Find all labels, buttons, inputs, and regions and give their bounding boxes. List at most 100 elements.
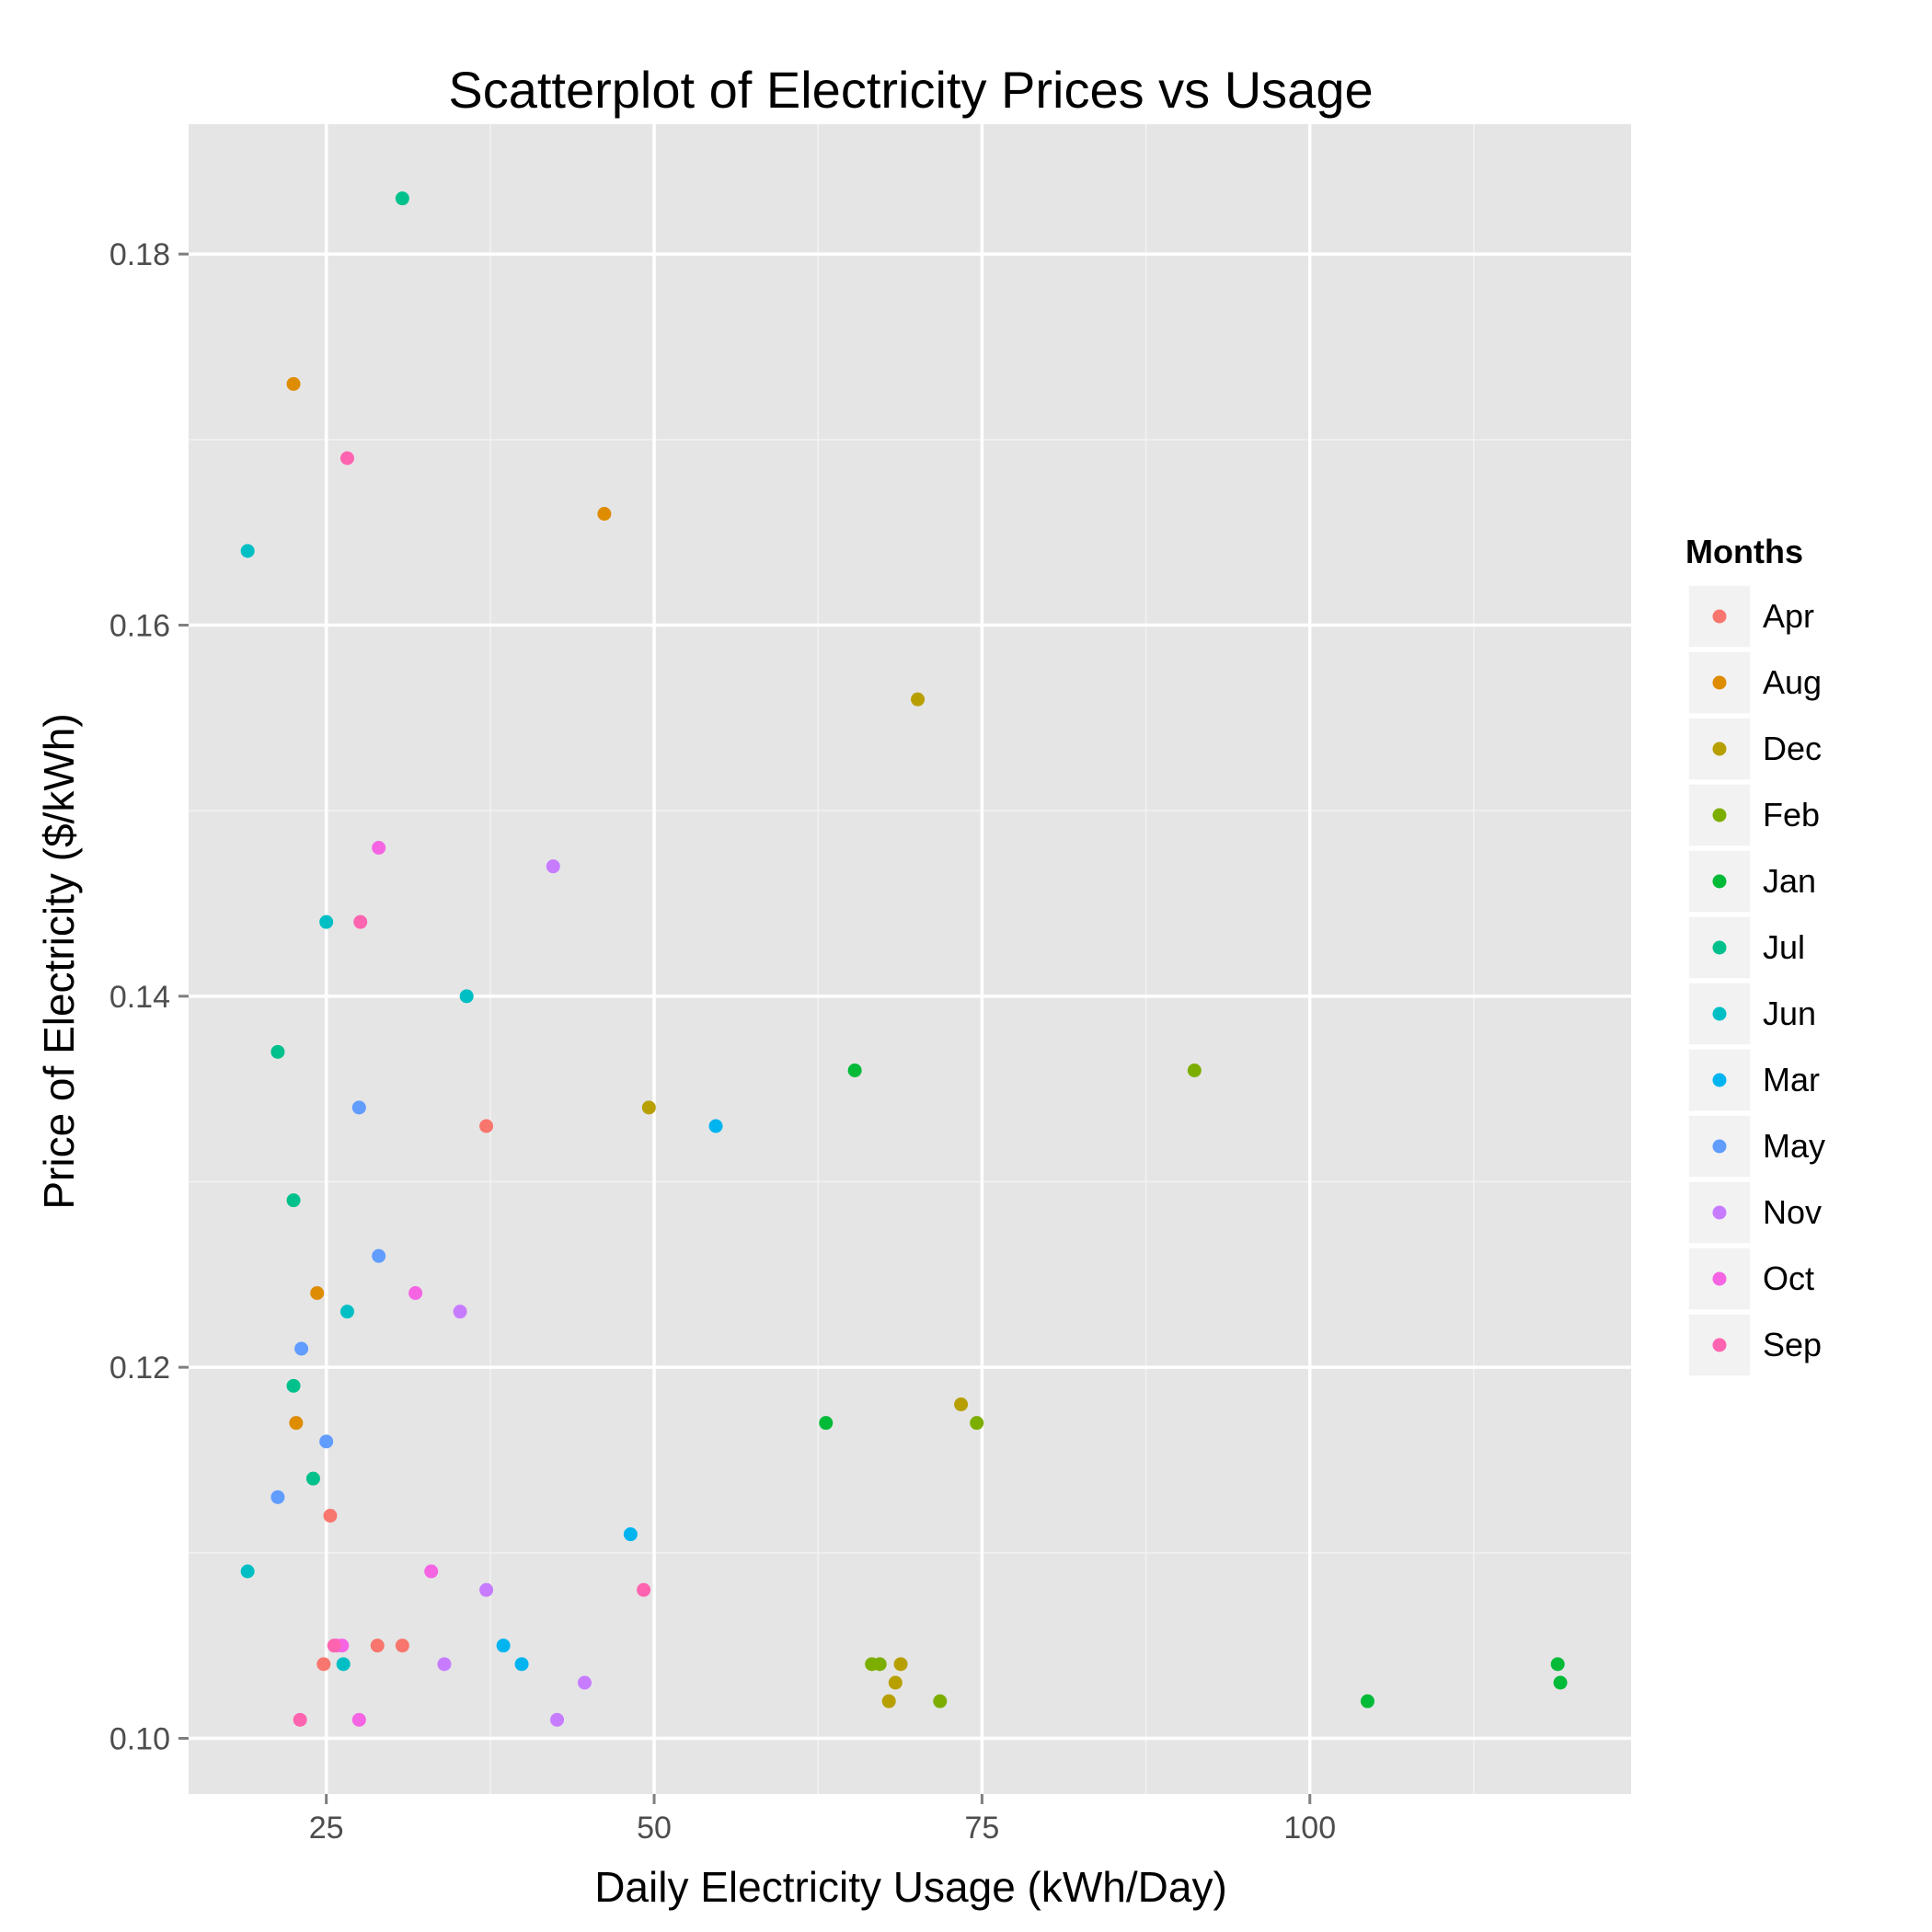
legend-item-jan: Jan [1687, 849, 1816, 914]
data-point [496, 1639, 511, 1653]
chart-title: Scatterplot of Electricity Prices vs Usa… [448, 61, 1373, 119]
legend-label: Feb [1763, 796, 1820, 834]
panel-background [189, 124, 1631, 1794]
legend: Months Apr Aug Dec Feb Jan Jul Jun Mar May Nov Oct S… [1685, 533, 1825, 1377]
data-point [353, 914, 368, 929]
data-point [453, 1305, 467, 1319]
legend-label: Sep [1763, 1326, 1822, 1363]
data-point [310, 1286, 325, 1300]
data-point [293, 1712, 307, 1727]
legend-label: Aug [1763, 663, 1822, 701]
x-axis-label: Daily Electricity Usage (kWh/Day) [594, 1863, 1227, 1911]
series-feb [865, 1064, 1202, 1708]
plot-panel [189, 124, 1631, 1794]
legend-title: Months [1685, 533, 1803, 570]
data-point [872, 1657, 887, 1672]
legend-key-dot [1712, 609, 1727, 624]
data-point [1187, 1064, 1202, 1077]
axes: 25 50 75 100 0.10 0.12 0.14 0.16 0.18 [109, 237, 1336, 1846]
x-tick-label: 50 [637, 1811, 672, 1846]
legend-item-jun: Jun [1687, 982, 1816, 1046]
x-tick-label: 25 [309, 1811, 344, 1846]
series-sep [293, 451, 651, 1727]
data-point [881, 1694, 896, 1708]
legend-key-dot [1712, 742, 1727, 756]
x-tick-label: 100 [1283, 1811, 1336, 1846]
y-tick-label: 0.10 [109, 1722, 170, 1757]
legend-item-aug: Aug [1687, 650, 1822, 715]
data-point [372, 1248, 386, 1263]
legend-label: Nov [1763, 1193, 1822, 1231]
legend-key-dot [1712, 940, 1727, 955]
data-point [577, 1675, 592, 1690]
data-point [305, 1471, 320, 1486]
legend-key-dot [1712, 1338, 1727, 1352]
data-point [240, 544, 255, 558]
legend-item-mar: Mar [1687, 1048, 1820, 1112]
data-point [270, 1489, 285, 1504]
data-point [479, 1119, 494, 1133]
data-point [641, 1100, 656, 1115]
data-point [954, 1397, 969, 1411]
data-point [351, 1712, 366, 1727]
data-point [339, 1305, 354, 1319]
legend-label: Dec [1763, 730, 1822, 767]
legend-key-dot [1712, 1139, 1727, 1154]
legend-key-dot [1712, 874, 1727, 889]
data-point [933, 1694, 948, 1708]
data-point [395, 191, 409, 206]
data-point [847, 1064, 862, 1077]
legend-label: Mar [1763, 1061, 1820, 1098]
data-point [270, 1044, 285, 1059]
legend-label: May [1763, 1127, 1825, 1165]
data-point [708, 1119, 723, 1133]
legend-key-dot [1712, 1006, 1727, 1021]
legend-item-feb: Feb [1687, 783, 1820, 847]
legend-item-sep: Sep [1687, 1313, 1822, 1377]
legend-key-dot [1712, 808, 1727, 822]
data-point [286, 376, 301, 391]
data-point [408, 1286, 423, 1300]
y-tick-label: 0.12 [109, 1351, 170, 1386]
series-jul [270, 191, 409, 1486]
y-tick-label: 0.16 [109, 609, 170, 644]
legend-item-may: May [1687, 1114, 1825, 1179]
series-apr [316, 1119, 494, 1672]
data-point [316, 1657, 331, 1672]
data-point [479, 1582, 494, 1597]
data-point [623, 1527, 638, 1542]
data-point [514, 1657, 529, 1672]
data-point [597, 507, 612, 521]
data-point [911, 692, 926, 707]
data-point [339, 451, 354, 466]
grid-lines [189, 124, 1631, 1794]
data-point [294, 1341, 309, 1356]
data-point [372, 841, 386, 855]
data-point [327, 1639, 341, 1653]
series-jan [819, 1064, 1568, 1708]
y-axis-label: Price of Electricity ($/kWh) [35, 713, 83, 1209]
data-point [437, 1657, 452, 1672]
x-tick-label: 75 [964, 1811, 999, 1846]
data-point [459, 989, 474, 1004]
data-point [323, 1509, 338, 1523]
data-point [424, 1564, 439, 1579]
legend-item-jul: Jul [1687, 915, 1805, 980]
data-point [336, 1657, 351, 1672]
data-point [286, 1378, 301, 1393]
legend-label: Jun [1763, 995, 1816, 1032]
series-aug [286, 376, 612, 1431]
data-point [550, 1712, 565, 1727]
legend-key-dot [1712, 1271, 1727, 1286]
y-tick-label: 0.14 [109, 980, 170, 1015]
data-point [1360, 1694, 1374, 1708]
legend-item-nov: Nov [1687, 1180, 1822, 1245]
data-point [1553, 1675, 1568, 1690]
data-point [888, 1675, 903, 1690]
legend-label: Oct [1763, 1259, 1814, 1297]
legend-item-dec: Dec [1687, 717, 1822, 781]
series-mar [496, 1119, 723, 1672]
data-point [395, 1639, 409, 1653]
series-nov [437, 859, 592, 1727]
